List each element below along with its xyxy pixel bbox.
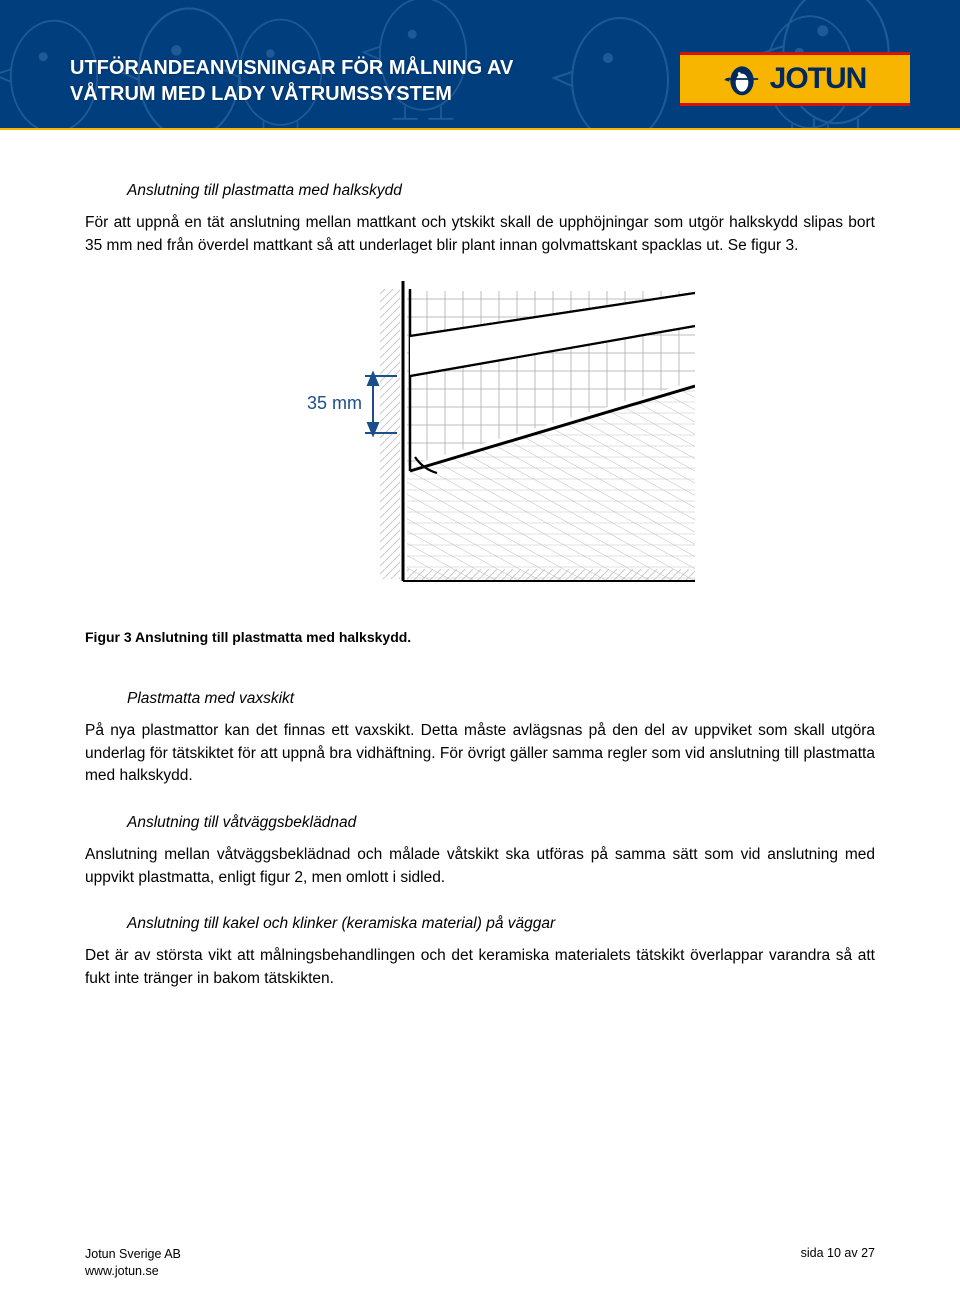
page-footer: Jotun Sverige AB www.jotun.se sida 10 av… [85,1246,875,1280]
dimension-label: 35 mm [307,393,362,413]
section2-body: På nya plastmattor kan det finnas ett va… [85,720,875,787]
section3-heading: Anslutning till våtväggsbeklädnad [127,812,875,834]
page-content: Anslutning till plastmatta med halkskydd… [0,130,960,990]
logo-text: JOTUN [770,62,867,96]
section1-body: För att uppnå en tät anslutning mellan m… [85,212,875,257]
jotun-logo: JOTUN [680,52,910,106]
section4-body: Det är av största vikt att målningsbehan… [85,945,875,990]
section4-heading: Anslutning till kakel och klinker (keram… [127,913,875,935]
footer-page: sida 10 av 27 [801,1246,875,1280]
page-header: UTFÖRANDEANVISNINGAR FÖR MÅLNING AV VÅTR… [0,0,960,130]
section3-body: Anslutning mellan våtväggsbeklädnad och … [85,844,875,889]
header-title-line2: VÅTRUM MED LADY VÅTRUMSSYSTEM [70,81,513,107]
section2-heading: Plastmatta med vaxskikt [127,688,875,710]
figure-3: 35 mm [85,281,875,591]
header-title: UTFÖRANDEANVISNINGAR FÖR MÅLNING AV VÅTR… [70,55,513,107]
footer-left: Jotun Sverige AB www.jotun.se [85,1246,181,1280]
section1-heading: Anslutning till plastmatta med halkskydd [127,180,875,202]
footer-url: www.jotun.se [85,1263,181,1280]
header-title-line1: UTFÖRANDEANVISNINGAR FÖR MÅLNING AV [70,55,513,81]
figure-3-caption: Figur 3 Anslutning till plastmatta med h… [85,627,875,647]
figure-3-svg: 35 mm [265,281,695,591]
footer-company: Jotun Sverige AB [85,1246,181,1263]
penguin-icon [724,61,760,97]
